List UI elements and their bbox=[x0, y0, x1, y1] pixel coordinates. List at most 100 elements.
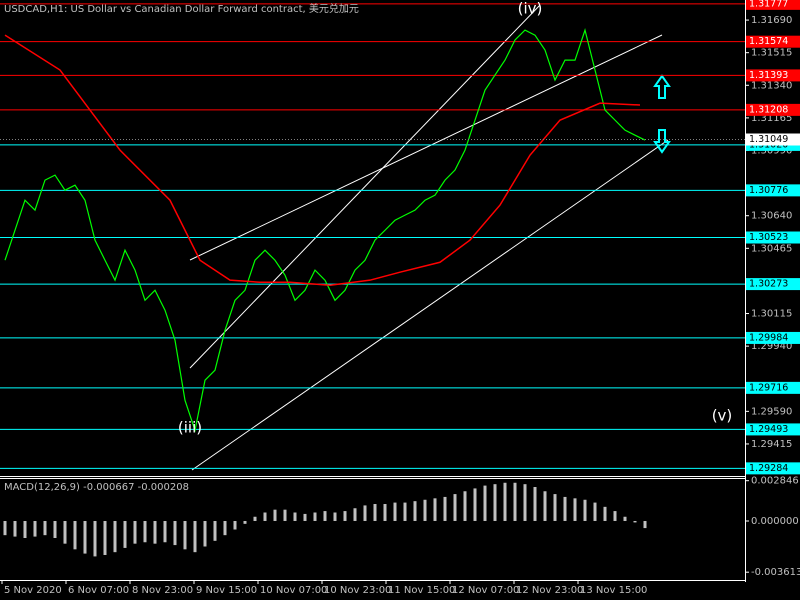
macd-bar bbox=[53, 521, 57, 539]
y-tick-label: 0.000000 bbox=[751, 516, 799, 527]
macd-bar bbox=[583, 499, 587, 522]
macd-bar bbox=[453, 494, 457, 522]
y-tick-label: 1.31165 bbox=[751, 113, 792, 124]
macd-bar bbox=[473, 488, 477, 522]
level-box bbox=[746, 231, 800, 244]
macd-bar bbox=[403, 502, 407, 522]
channel-line bbox=[191, 139, 669, 471]
y-tick-label: 1.29940 bbox=[751, 341, 792, 352]
macd-bar bbox=[113, 521, 117, 553]
level-box bbox=[746, 0, 800, 10]
chart-title: USDCAD,H1: US Dollar vs Canadian Dollar … bbox=[4, 2, 359, 15]
bid-box bbox=[746, 133, 800, 146]
x-tick-label: 5 Nov 2020 bbox=[4, 585, 62, 596]
macd-bar bbox=[343, 511, 347, 522]
level-box bbox=[746, 103, 800, 116]
macd-bar bbox=[593, 502, 597, 522]
level-label: 1.31777 bbox=[749, 0, 788, 9]
y-tick-label: 1.30465 bbox=[751, 243, 792, 254]
macd-bar bbox=[63, 521, 67, 544]
macd-bar bbox=[313, 512, 317, 522]
macd-bar bbox=[553, 494, 557, 522]
price-line bbox=[4, 34, 641, 286]
macd-bar bbox=[513, 482, 517, 522]
bid-label: 1.31049 bbox=[749, 134, 788, 145]
level-box bbox=[746, 184, 800, 197]
level-label: 1.29493 bbox=[749, 424, 788, 435]
macd-bar bbox=[233, 521, 237, 530]
price-line bbox=[4, 27, 646, 433]
y-tick-label: 1.29415 bbox=[751, 439, 792, 450]
level-box bbox=[746, 381, 800, 394]
macd-title: MACD(12,26,9) -0.000667 -0.000208 bbox=[4, 482, 189, 493]
macd-bar bbox=[503, 482, 507, 522]
macd-bar bbox=[253, 516, 257, 522]
wave-label: (iii) bbox=[178, 419, 202, 437]
y-tick-label: 1.31515 bbox=[751, 48, 792, 59]
down-arrow bbox=[653, 129, 671, 154]
level-label: 1.29284 bbox=[749, 463, 788, 474]
y-tick-label: 1.29590 bbox=[751, 406, 792, 417]
macd-bar bbox=[3, 521, 7, 536]
macd-bar bbox=[303, 513, 307, 522]
channel-line bbox=[189, 34, 663, 261]
macd-bar bbox=[193, 521, 197, 553]
macd-bar bbox=[13, 521, 17, 537]
macd-bar bbox=[173, 521, 177, 546]
macd-bar bbox=[483, 485, 487, 522]
macd-bar bbox=[273, 509, 277, 522]
macd-bar bbox=[393, 502, 397, 522]
macd-bar bbox=[213, 521, 217, 541]
level-box bbox=[746, 278, 800, 291]
macd-bar bbox=[223, 521, 227, 536]
level-box bbox=[746, 331, 800, 344]
macd-bar bbox=[153, 521, 157, 544]
macd-bar bbox=[573, 498, 577, 522]
x-tick-label: 10 Nov 07:00 bbox=[260, 585, 327, 596]
macd-bar bbox=[23, 521, 27, 539]
level-label: 1.30273 bbox=[749, 279, 788, 290]
macd-bar bbox=[433, 498, 437, 522]
macd-bar bbox=[413, 501, 417, 522]
macd-bar bbox=[133, 521, 137, 544]
macd-bar bbox=[383, 504, 387, 522]
macd-bar bbox=[543, 491, 547, 522]
level-label: 1.31393 bbox=[749, 70, 788, 81]
macd-bar bbox=[463, 491, 467, 522]
macd-bar bbox=[263, 512, 267, 522]
macd-bar bbox=[493, 484, 497, 522]
macd-bar bbox=[363, 505, 367, 522]
x-tick-label: 8 Nov 23:00 bbox=[132, 585, 193, 596]
macd-bar bbox=[613, 511, 617, 522]
macd-bar bbox=[353, 508, 357, 522]
macd-bar bbox=[143, 521, 147, 543]
level-label: 1.29984 bbox=[749, 332, 788, 343]
macd-bar bbox=[533, 487, 537, 522]
level-label: 1.31208 bbox=[749, 104, 788, 115]
y-tick-label: 1.30640 bbox=[751, 211, 792, 222]
level-box bbox=[746, 35, 800, 48]
x-tick-label: 10 Nov 23:00 bbox=[324, 585, 391, 596]
up-arrow bbox=[653, 74, 671, 99]
macd-bar bbox=[373, 504, 377, 522]
x-tick-label: 12 Nov 23:00 bbox=[516, 585, 583, 596]
macd-bar bbox=[103, 521, 107, 555]
level-label: 1.29716 bbox=[749, 382, 788, 393]
macd-bar bbox=[93, 521, 97, 557]
level-box bbox=[746, 462, 800, 475]
macd-bar bbox=[283, 509, 287, 522]
macd-bar bbox=[333, 512, 337, 522]
level-label: 1.30523 bbox=[749, 232, 788, 243]
macd-bar bbox=[523, 484, 527, 522]
level-label: 1.31574 bbox=[749, 36, 788, 47]
y-tick-label: 1.31690 bbox=[751, 15, 792, 26]
x-tick-label: 11 Nov 15:00 bbox=[388, 585, 455, 596]
y-tick-label: 1.30115 bbox=[751, 309, 792, 320]
x-tick-label: 9 Nov 15:00 bbox=[196, 585, 257, 596]
macd-bar bbox=[183, 521, 187, 550]
macd-bar bbox=[73, 521, 77, 550]
x-tick-label: 12 Nov 07:00 bbox=[452, 585, 519, 596]
macd-bar bbox=[633, 521, 637, 523]
